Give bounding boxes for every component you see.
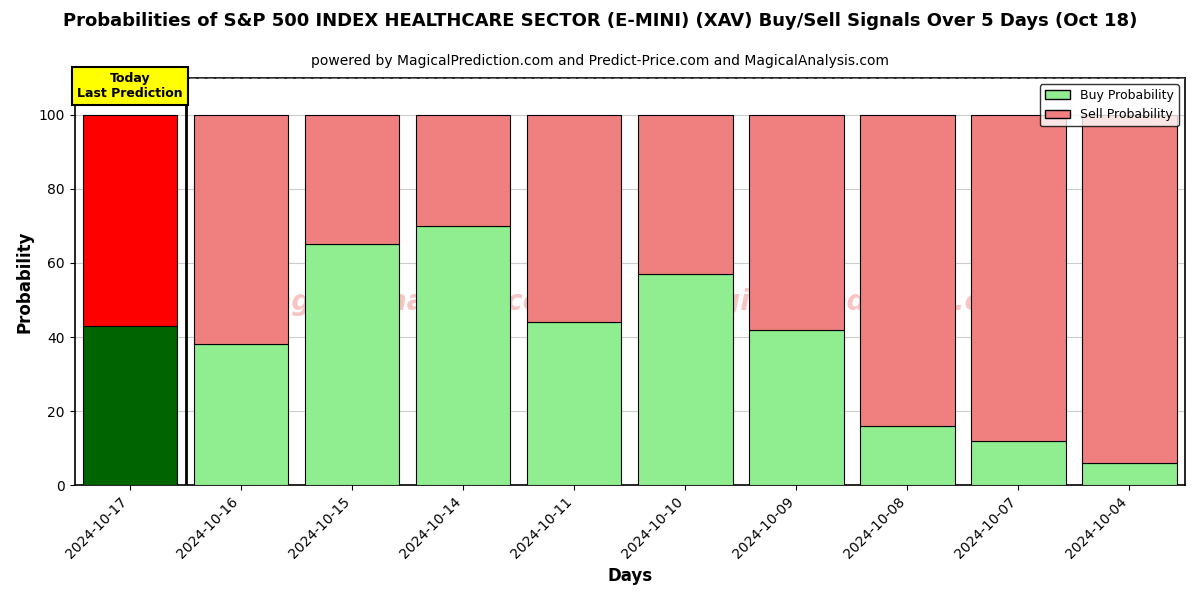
- Bar: [305, 115, 400, 244]
- Bar: [749, 329, 844, 485]
- Bar: [860, 115, 955, 426]
- Bar: [194, 344, 288, 485]
- Bar: [638, 274, 732, 485]
- Bar: [860, 426, 955, 485]
- Bar: [638, 115, 732, 274]
- Bar: [194, 115, 288, 344]
- Legend: Buy Probability, Sell Probability: Buy Probability, Sell Probability: [1040, 84, 1178, 126]
- Bar: [527, 322, 622, 485]
- Y-axis label: Probability: Probability: [16, 230, 34, 333]
- Bar: [416, 115, 510, 226]
- Text: Probabilities of S&P 500 INDEX HEALTHCARE SECTOR (E-MINI) (XAV) Buy/Sell Signals: Probabilities of S&P 500 INDEX HEALTHCAR…: [62, 12, 1138, 30]
- Bar: [305, 244, 400, 485]
- Bar: [971, 441, 1066, 485]
- Text: powered by MagicalPrediction.com and Predict-Price.com and MagicalAnalysis.com: powered by MagicalPrediction.com and Pre…: [311, 54, 889, 68]
- Bar: [527, 115, 622, 322]
- Bar: [1082, 115, 1177, 463]
- Bar: [1082, 463, 1177, 485]
- Bar: [83, 326, 178, 485]
- Bar: [83, 115, 178, 326]
- Bar: [416, 226, 510, 485]
- Text: MagicalPrediction.com: MagicalPrediction.com: [674, 288, 1030, 316]
- Bar: [971, 115, 1066, 441]
- Bar: [749, 115, 844, 329]
- Text: MagicalAnalysis.com: MagicalAnalysis.com: [245, 288, 570, 316]
- X-axis label: Days: Days: [607, 567, 653, 585]
- Text: Today
Last Prediction: Today Last Prediction: [77, 72, 182, 100]
